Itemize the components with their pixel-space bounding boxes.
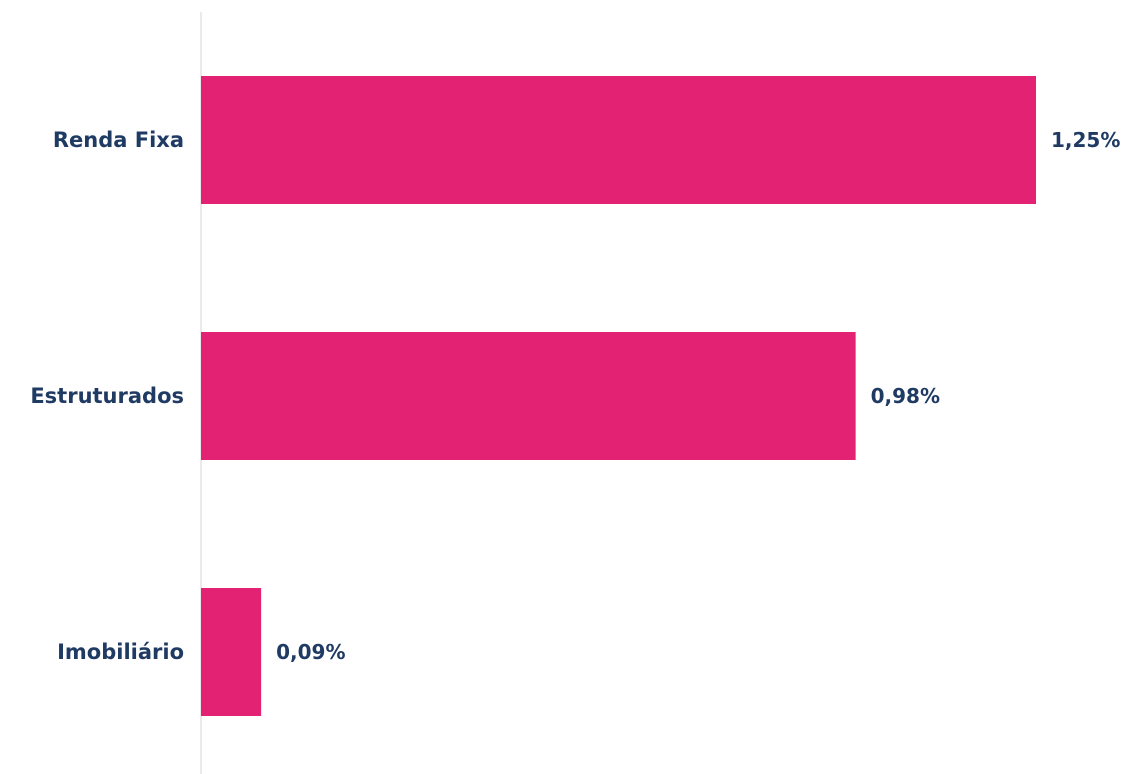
value-label-imobiliario: 0,09% (276, 640, 345, 664)
value-label-estruturados: 0,98% (871, 384, 940, 408)
bars-group (201, 76, 1036, 716)
bar-imobiliario (201, 588, 262, 716)
value-label-renda-fixa: 1,25% (1051, 128, 1120, 152)
category-label-estruturados: Estruturados (30, 384, 184, 408)
category-label-imobiliario: Imobiliário (57, 640, 184, 664)
category-labels-group: Renda Fixa Estruturados Imobiliário (30, 128, 184, 664)
bar-renda-fixa (201, 76, 1036, 204)
bar-estruturados (201, 332, 856, 460)
category-label-renda-fixa: Renda Fixa (53, 128, 184, 152)
value-labels-group: 1,25% 0,98% 0,09% (276, 128, 1120, 664)
